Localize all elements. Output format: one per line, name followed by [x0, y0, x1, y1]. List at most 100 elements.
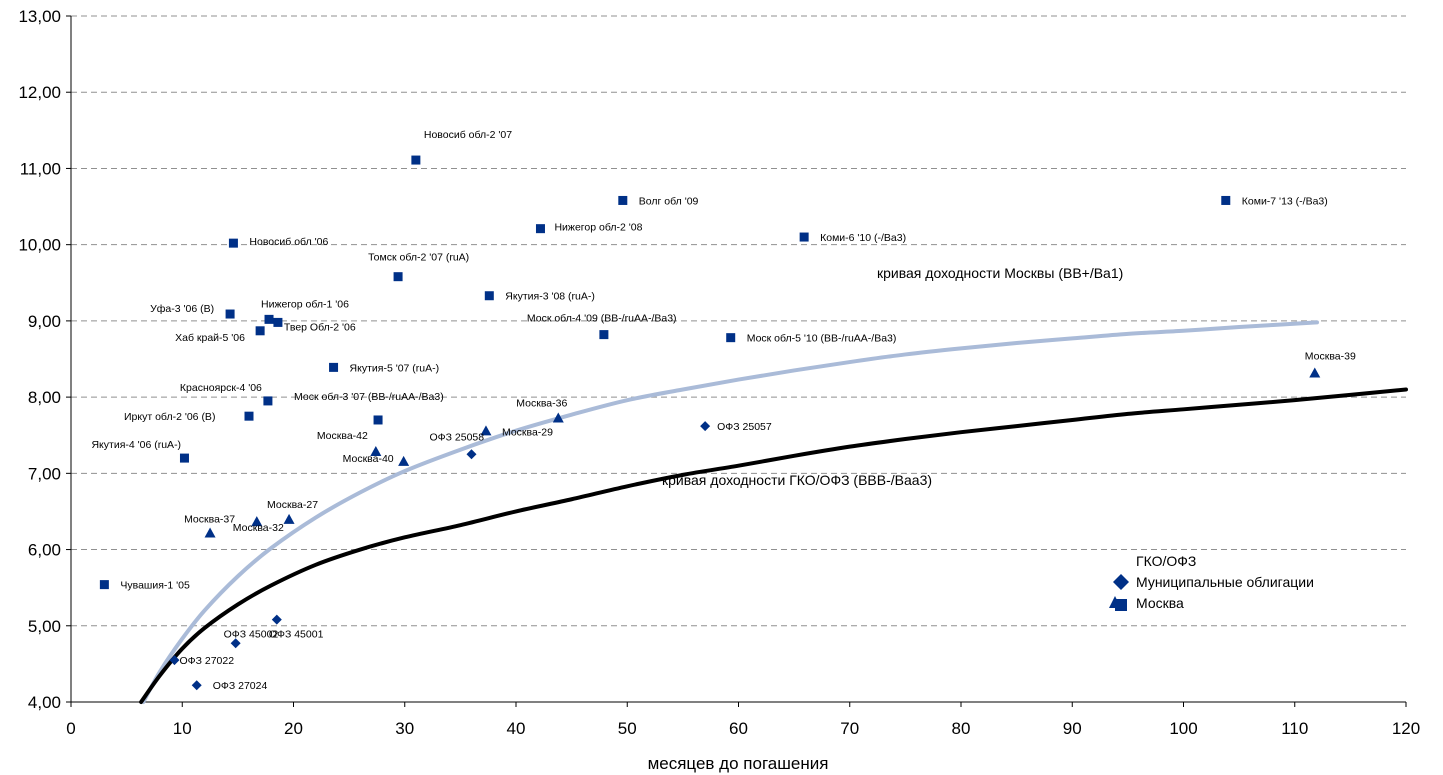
point-label: Москва-37: [184, 514, 235, 526]
point-label: Москва-36: [516, 397, 567, 409]
square-point: [255, 326, 265, 336]
diamond-point: [466, 449, 477, 460]
tick-label-x: 50: [618, 719, 637, 738]
tick-label-x: 10: [173, 719, 192, 738]
point-label: Уфа-3 '06 (B): [150, 303, 214, 315]
tick-label-x: 110: [1281, 719, 1308, 738]
square-point: [535, 224, 545, 234]
point-label: Якутия-3 '08 (ruA-): [505, 291, 595, 303]
point-label: Москва-42: [317, 430, 368, 442]
tick-label-x: 90: [1063, 719, 1082, 738]
point-label: Новосиб обл '06: [249, 236, 328, 248]
gko-yield-curve: [139, 387, 1408, 704]
point-label: ОФЗ 27022: [179, 655, 234, 667]
point-label: Москва-40: [343, 453, 394, 465]
point-label: Москва-27: [267, 499, 318, 511]
triangle-point: [398, 455, 410, 466]
tick-label-x: 0: [66, 719, 75, 738]
point-label: Чувашия-1 '05: [120, 580, 190, 592]
square-point: [393, 272, 403, 282]
tick-label-x: 20: [284, 719, 303, 738]
tick-label-y: 7,00: [28, 464, 61, 483]
tick-label-y: 12,00: [18, 83, 61, 102]
square-point: [264, 314, 274, 324]
square-point: [228, 238, 238, 248]
point-label: ОФЗ 25057: [717, 421, 772, 433]
tick-label-y: 6,00: [28, 541, 61, 560]
point-label: Москва-29: [502, 426, 553, 438]
moscow-yield-curve: [141, 320, 1319, 704]
point-label: Нижегор обл-1 '06: [261, 298, 349, 310]
point-label: Моск обл-4 '09 (BB-/ruAA-/Ba3): [527, 313, 677, 325]
point-label: ОФЗ 27024: [213, 680, 268, 692]
data-points: [99, 155, 1321, 691]
tick-label-x: 70: [840, 719, 859, 738]
legend-label-moscow: Москва: [1136, 595, 1184, 611]
diamond-point: [191, 680, 202, 691]
legend-label-gko: ГКО/ОФЗ: [1136, 553, 1196, 569]
triangle-point: [370, 445, 382, 456]
point-label: Якутия-5 '07 (ruA-): [350, 362, 440, 374]
axes: 4,00 5,00 6,00 7,00 8,00 9,00 10,00 11,00 12,00 1…: [18, 7, 1420, 738]
square-point: [273, 317, 283, 327]
square-point: [618, 195, 628, 205]
gridlines: [71, 15, 1406, 627]
diamond-point: [169, 655, 180, 666]
square-point: [726, 333, 736, 343]
triangle-point: [552, 412, 564, 423]
square-point: [411, 155, 421, 165]
square-point: [599, 330, 609, 340]
tick-label-y: 13,00: [18, 7, 61, 26]
point-label: Нижегор обл-2 '08: [554, 222, 642, 234]
legend-label-municipal: Муниципальные облигации: [1136, 574, 1314, 590]
point-label: Коми-6 '10 (-/Ba3): [820, 232, 906, 244]
tick-label-y: 9,00: [28, 312, 61, 331]
triangle-point: [204, 527, 216, 538]
yield-curves: [139, 320, 1408, 704]
square-point: [99, 580, 109, 590]
legend-diamond-icon: [1113, 574, 1129, 590]
point-label: Красноярск-4 '06: [180, 382, 262, 394]
diamond-point: [230, 638, 241, 649]
diamond-point: [271, 614, 282, 625]
tick-label-x: 30: [395, 719, 414, 738]
square-point: [1221, 195, 1231, 205]
tick-label-y: 5,00: [28, 617, 61, 636]
triangle-point: [283, 513, 295, 524]
square-point: [484, 291, 494, 301]
legend-square-icon: [1115, 599, 1127, 611]
point-label: ОФЗ 25058: [430, 431, 485, 443]
square-point: [225, 309, 235, 319]
triangle-point: [480, 425, 492, 436]
point-label: Томск обл-2 '07 (ruA): [368, 252, 469, 264]
diamond-point: [700, 421, 711, 432]
tick-label-y: 10,00: [18, 236, 61, 255]
point-label: Твер Обл-2 '06: [284, 321, 356, 333]
tick-label-x: 120: [1392, 719, 1420, 738]
x-axis-title: месяцев до погашения: [648, 754, 829, 773]
point-label: Хаб край-5 '06: [175, 332, 245, 344]
square-point: [263, 396, 273, 406]
tick-label-y: 11,00: [20, 159, 61, 178]
point-label: ОФЗ 45001: [269, 629, 324, 641]
square-point: [179, 453, 189, 463]
tick-label-x: 60: [729, 719, 748, 738]
point-label: Москва-32: [233, 522, 284, 534]
tick-label-y: 8,00: [28, 388, 61, 407]
tick-label-x: 40: [507, 719, 526, 738]
tick-label-x: 100: [1169, 719, 1197, 738]
tick-label-x: 80: [952, 719, 971, 738]
square-point: [799, 232, 809, 242]
gko-curve-label: кривая доходности ГКО/ОФЗ (BBB-/Baa3): [662, 472, 932, 488]
triangle-point: [1309, 367, 1321, 378]
square-point: [244, 411, 254, 421]
point-label: Моск обл-5 '10 (BB-/ruAA-/Ba3): [747, 333, 897, 345]
point-label: ОФЗ 45002: [224, 628, 279, 640]
point-label: Новосиб обл-2 '07: [424, 129, 512, 141]
point-label: Коми-7 '13 (-/Ba3): [1242, 195, 1328, 207]
point-label: Волг обл '09: [639, 195, 699, 207]
tick-label-y: 4,00: [28, 693, 61, 712]
point-label: Москва-39: [1305, 350, 1356, 362]
